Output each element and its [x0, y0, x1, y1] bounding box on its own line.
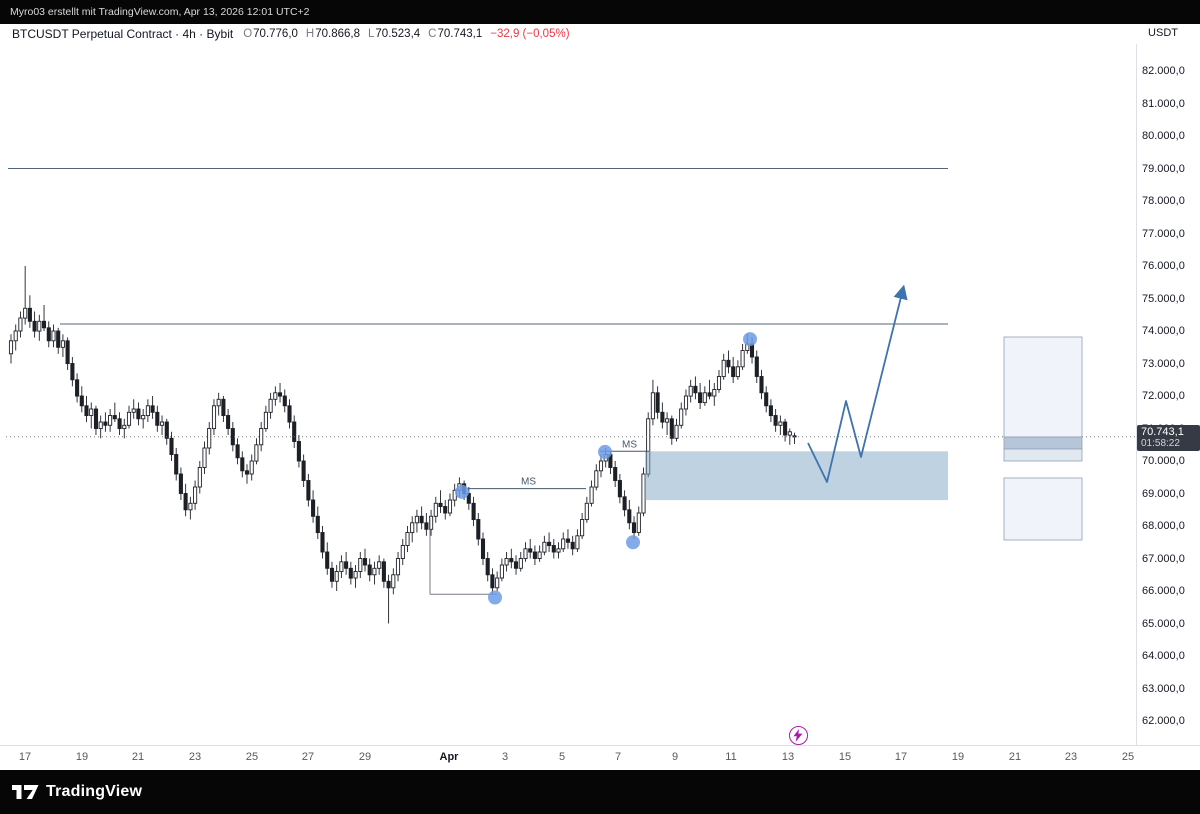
ms-label-2: MS — [622, 439, 637, 450]
time-axis-label: 23 — [1064, 751, 1078, 763]
attribution-text: Myro03 erstellt mit TradingView.com, Apr… — [10, 6, 310, 18]
price-axis-label: 82.000,0 — [1142, 65, 1185, 77]
time-axis-label: 17 — [894, 751, 908, 763]
price-axis-label: 76.000,0 — [1142, 260, 1185, 272]
price-axis-label: 74.000,0 — [1142, 325, 1185, 337]
price-axis-label: 73.000,0 — [1142, 358, 1185, 370]
price-axis-label: 65.000,0 — [1142, 618, 1185, 630]
price-axis-label: 68.000,0 — [1142, 520, 1185, 532]
time-axis-label: 11 — [725, 751, 737, 763]
currency-label: USDT — [1148, 27, 1178, 39]
high-label: H — [305, 28, 315, 40]
time-axis-label: Apr — [439, 751, 459, 763]
price-axis-label: 81.000,0 — [1142, 98, 1185, 110]
time-axis-label: 5 — [558, 751, 566, 763]
price-axis[interactable]: 82.000,0 81.000,0 80.000,0 79.000,0 78.000,0… — [1137, 44, 1200, 745]
price-axis-label: 64.000,0 — [1142, 650, 1185, 662]
time-axis-label: 19 — [75, 751, 89, 763]
time-axis-label: 25 — [245, 751, 259, 763]
symbol-title[interactable]: BTCUSDT Perpetual Contract · 4h · Bybit — [12, 27, 234, 41]
price-axis-label: 69.000,0 — [1142, 488, 1185, 500]
open-label: O — [243, 28, 253, 40]
footer-bar: TradingView — [0, 770, 1200, 814]
lightning-icon — [793, 728, 803, 742]
close-value: 70.743,1 — [437, 28, 483, 40]
candlestick-chart[interactable]: MS MS — [0, 0, 1200, 770]
price-axis-separator — [1136, 44, 1137, 746]
price-axis-label: 70.000,0 — [1142, 455, 1185, 467]
attribution-bar: Myro03 erstellt mit TradingView.com, Apr… — [0, 0, 1200, 24]
last-price-value: 70.743,1 — [1141, 426, 1184, 438]
price-axis-label: 78.000,0 — [1142, 195, 1185, 207]
time-axis-separator — [0, 745, 1200, 746]
price-change: −32,9 (−0,05%) — [490, 28, 570, 40]
close-label: C — [428, 28, 437, 40]
time-axis-label: 25 — [1121, 751, 1135, 763]
time-axis-label: 27 — [301, 751, 315, 763]
time-axis-label: 23 — [188, 751, 202, 763]
supply-demand-zone[interactable] — [645, 451, 948, 501]
price-axis-label: 66.000,0 — [1142, 585, 1185, 597]
ohlc-values: O70.776,0 H70.866,8 L70.523,4 C70.743,1 — [243, 28, 482, 40]
ms-label-1: MS — [521, 477, 536, 488]
price-axis-label: 75.000,0 — [1142, 293, 1185, 305]
high-value: 70.866,8 — [315, 28, 360, 40]
price-axis-label: 80.000,0 — [1142, 130, 1185, 142]
low-value: 70.523,4 — [375, 28, 421, 40]
bar-countdown: 01:58:22 — [1141, 438, 1180, 449]
time-axis-label: 9 — [671, 751, 679, 763]
time-axis-label: 7 — [614, 751, 622, 763]
time-axis-label: 15 — [838, 751, 852, 763]
last-price-tag: 70.743,1 01:58:22 — [1137, 425, 1200, 451]
low-label: L — [368, 28, 375, 40]
tradingview-brand-text: TradingView — [46, 783, 143, 800]
circle-marker-1[interactable] — [455, 484, 469, 499]
time-axis-label: 29 — [358, 751, 372, 763]
price-axis-label: 63.000,0 — [1142, 683, 1185, 695]
position-tool-box-1[interactable] — [1003, 336, 1083, 438]
position-tool-box-4[interactable] — [1003, 477, 1083, 541]
open-value: 70.776,0 — [253, 28, 298, 40]
price-axis-label: 79.000,0 — [1142, 163, 1185, 175]
tradingview-logo-icon — [12, 785, 39, 799]
quick-trade-lightning-button[interactable] — [788, 725, 808, 745]
price-axis-label: 67.000,0 — [1142, 553, 1185, 565]
time-axis-label: 13 — [781, 751, 795, 763]
position-tool-box-2[interactable] — [1003, 436, 1083, 450]
chart-legend: BTCUSDT Perpetual Contract · 4h · Bybit … — [0, 24, 1200, 44]
time-axis[interactable]: 17 19 21 23 25 27 29 Apr 3 5 7 9 11 13 15 17 19 21 23 25 — [0, 746, 1136, 770]
circle-marker-2[interactable] — [488, 590, 502, 605]
candles — [8, 266, 797, 624]
time-axis-label: 19 — [951, 751, 965, 763]
time-axis-label: 21 — [1008, 751, 1022, 763]
price-axis-label: 62.000,0 — [1142, 715, 1185, 727]
circle-marker-4[interactable] — [626, 535, 640, 550]
time-axis-label: 3 — [501, 751, 509, 763]
circle-marker-3[interactable] — [598, 444, 612, 459]
position-tool-box-3[interactable] — [1003, 448, 1083, 462]
time-axis-label: 17 — [18, 751, 32, 763]
time-axis-label: 21 — [131, 751, 145, 763]
circle-marker-5[interactable] — [743, 332, 757, 347]
price-axis-label: 77.000,0 — [1142, 228, 1185, 240]
projection-arrow[interactable] — [807, 284, 908, 483]
price-axis-label: 72.000,0 — [1142, 390, 1185, 402]
